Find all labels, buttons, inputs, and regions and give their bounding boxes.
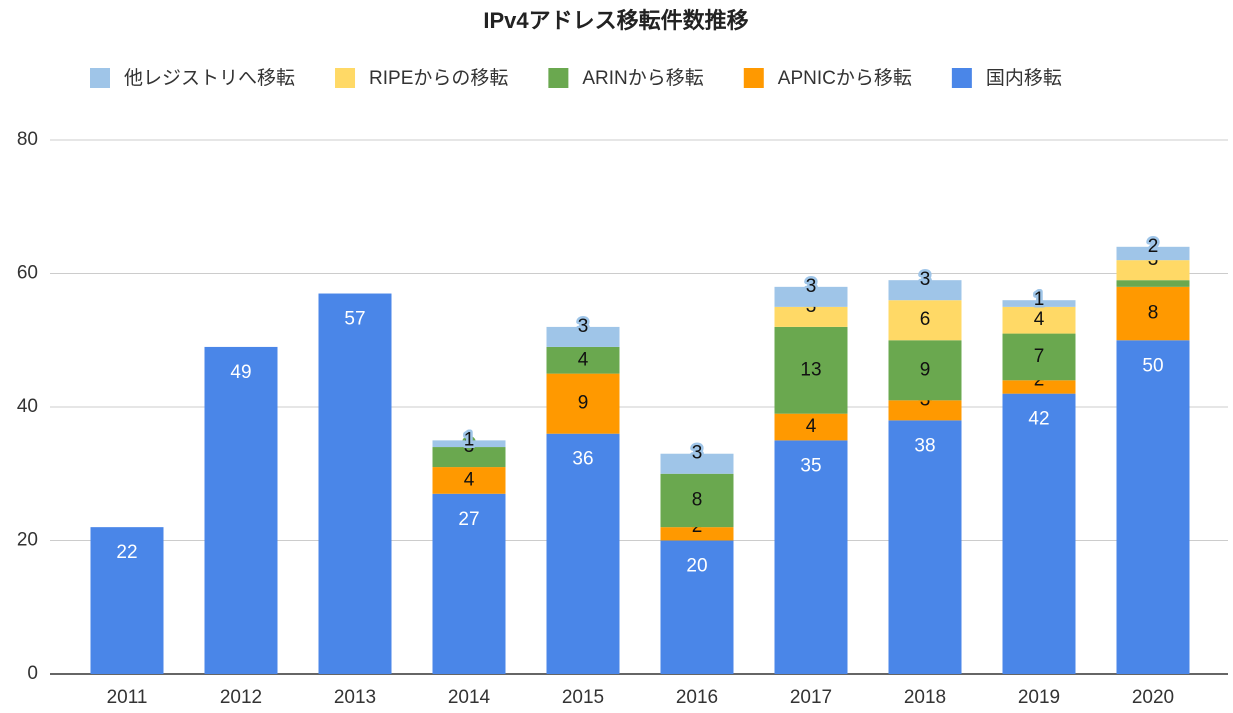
bar-segment [774,413,848,441]
bar-segment [774,326,848,414]
data-label: 13 [800,359,821,380]
bar-segment [1002,300,1076,307]
bar-segment [888,340,962,401]
legend-label: APNICから移転 [778,67,912,89]
bar-segment [888,280,962,301]
bar-segment [774,440,848,674]
x-tick-label: 2011 [107,687,148,708]
data-label: 49 [230,362,251,383]
bar-segment [432,447,506,468]
bar-segment [660,527,734,541]
data-label: 36 [572,449,593,470]
data-label: 50 [1142,355,1163,376]
bar-segment [204,346,278,674]
x-tick-label: 2019 [1018,687,1060,708]
data-label: 9 [920,359,931,380]
data-label: 3 [578,316,589,337]
legend-label: 他レジストリへ移転 [124,67,295,89]
y-tick-label: 0 [27,663,38,684]
bar-segment [1116,340,1190,674]
data-label: 57 [344,309,365,330]
data-label: 3 [920,269,931,290]
data-label: 9 [578,393,589,414]
y-tick-label: 60 [17,263,38,284]
legend-swatch [335,68,356,88]
y-tick-label: 80 [17,129,38,150]
data-label: 2 [1148,236,1159,257]
legend-swatch [90,68,110,88]
bar-segment [1116,286,1190,341]
data-label: 4 [806,416,817,437]
legend-swatch [951,68,972,88]
bar-segment [1116,280,1190,287]
bar-segment [1002,380,1076,394]
x-tick-label: 2014 [448,687,491,708]
data-label: 3 [692,443,703,464]
bar-segment [318,293,392,674]
data-label: 7 [1034,346,1045,367]
data-label: 20 [686,556,707,577]
bar-segment [1002,306,1076,334]
data-label: 8 [1148,303,1159,324]
bar-segment [1002,393,1076,674]
bar-segment [888,420,962,674]
legend-swatch [548,68,569,88]
data-label: 38 [914,435,935,456]
data-label: 27 [458,509,479,530]
data-label: 6 [920,309,931,330]
data-label: 8 [692,489,703,510]
data-label: 4 [578,349,589,370]
x-tick-label: 2013 [334,687,376,708]
bar-segment [888,300,962,341]
bar-segment [432,440,506,448]
bar-segment [774,286,848,307]
x-tick-label: 2020 [1132,687,1174,708]
bar-segment [888,400,962,421]
data-label: 35 [800,455,821,476]
bar-segment [774,306,848,327]
bar-segment [1002,333,1076,381]
data-label: 22 [116,542,137,563]
bar-segment [1116,246,1190,261]
bar-segment [432,467,506,494]
x-tick-label: 2012 [220,687,262,708]
y-tick-label: 40 [17,396,38,417]
chart-title: IPv4アドレス移転件数推移 [483,8,748,33]
bar-segment [660,473,734,528]
x-tick-label: 2016 [676,687,718,708]
bar-segment [546,326,620,347]
legend-label: RIPEからの移転 [369,67,508,89]
bar-segment [546,433,620,674]
bar-segment [1116,260,1190,281]
bar-segment [546,346,620,374]
data-label: 1 [464,429,475,450]
y-tick-label: 20 [17,530,38,551]
legend-label: 国内移転 [986,67,1062,89]
x-tick-label: 2018 [904,687,946,708]
bar-segment [432,493,506,674]
x-tick-label: 2017 [790,687,832,708]
legend-label: ARINから移転 [582,67,703,89]
bar-segment [90,527,164,674]
bar-segment [660,540,734,674]
data-label: 4 [464,469,475,490]
data-label: 3 [806,276,817,297]
data-label: 4 [1034,309,1045,330]
data-label: 1 [1034,289,1045,310]
data-label: 42 [1028,409,1049,430]
bar-segment [546,373,620,434]
bar-segment [660,453,734,474]
x-tick-label: 2015 [562,687,604,708]
legend-swatch [743,68,764,88]
